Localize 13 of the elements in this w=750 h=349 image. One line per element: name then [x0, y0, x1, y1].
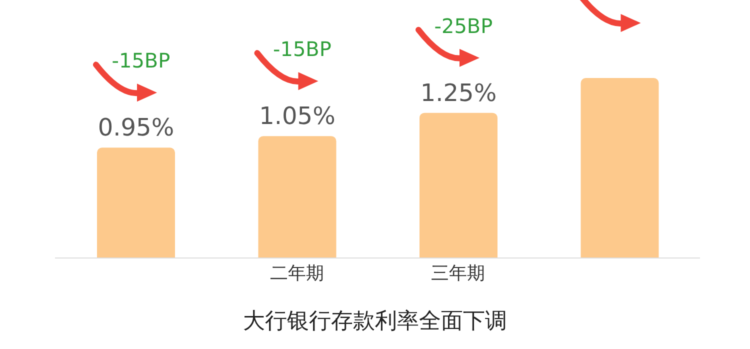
x-tick-label: 三年期 — [431, 262, 486, 284]
data-label: 0.95% — [98, 114, 174, 142]
x-tick-label: 二年期 — [270, 262, 324, 284]
bar — [258, 136, 336, 258]
bar — [97, 148, 175, 258]
data-label: 1.25% — [420, 78, 497, 107]
data-label: 1.05% — [259, 102, 336, 130]
bar — [580, 78, 659, 258]
text: -15BP — [112, 48, 170, 73]
bar — [420, 112, 498, 258]
text: 大行银行存款利率全面下调 — [242, 308, 508, 336]
text: -15BP — [273, 37, 332, 62]
text: -25BP — [434, 14, 493, 38]
